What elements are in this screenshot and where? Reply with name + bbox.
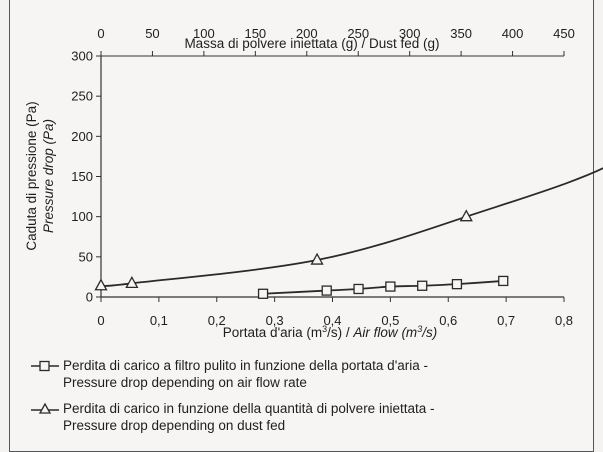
triangle-data-point (310, 252, 324, 265)
legend-text-line2: Pressure drop depending on air flow rate (63, 375, 307, 390)
top-tick-label: 250 (347, 26, 369, 41)
top-tick-label: 450 (553, 26, 575, 41)
square-data-point (257, 288, 269, 299)
y-axis-ticks: 0 50 100 150 200 250 300 (71, 49, 101, 305)
top-tick-label: 150 (244, 26, 266, 41)
triangle-data-point (94, 278, 108, 291)
square-data-point (451, 278, 463, 290)
y-tick-label: 50 (79, 249, 93, 264)
bottom-tick-label: 0,6 (439, 313, 457, 328)
triangle-marker-icon (31, 402, 59, 414)
bottom-tick-label: 0,4 (323, 313, 341, 328)
bottom-tick-label: 0,7 (497, 313, 515, 328)
legend-item-dust-fed: Perdita di carico in funzione della quan… (31, 400, 434, 434)
triangle-data-point (125, 275, 139, 288)
bottom-tick-label: 0 (97, 313, 104, 328)
bottom-axis-label: Portata d'aria (m3/s) / Air flow (m3/s) (223, 324, 437, 340)
chart-frame (9, 0, 594, 452)
square-data-point (321, 285, 332, 296)
top-axis-label: Massa di polvere iniettata (g) / Dust fe… (184, 36, 439, 51)
y-tick-label: 100 (71, 209, 93, 224)
bottom-tick-label: 0,3 (266, 313, 284, 328)
y-tick-label: 150 (71, 169, 93, 184)
top-tick-label: 100 (193, 26, 215, 41)
bottom-tick-label: 0,5 (381, 313, 399, 328)
axes (100, 55, 564, 298)
bottom-axis-ticks: 0 0,1 0,2 0,3 0,4 0,5 0,6 0,7 0,8 (97, 297, 573, 328)
square-data-point (353, 283, 364, 295)
series-layer (94, 167, 603, 299)
y-tick-label: 0 (86, 290, 93, 305)
top-tick-label: 50 (145, 26, 159, 41)
legend-item-clean-filter: Perdita di carico a filtro pulito in fun… (31, 357, 428, 391)
legend-2: Perdita di carico in funzione della quan… (31, 400, 434, 434)
legend-text-line1: Perdita di carico in funzione della quan… (63, 401, 435, 416)
y-tick-label: 300 (71, 49, 93, 64)
y-tick-label: 200 (71, 129, 93, 144)
top-tick-label: 350 (450, 26, 472, 41)
square-data-point (417, 280, 428, 291)
bottom-tick-label: 0,2 (208, 313, 226, 328)
top-axis-ticks: 0 50 100 150 200 250 300 350 400 450 (97, 26, 575, 56)
triangle-data-point (459, 209, 473, 222)
legend-text-line2: Pressure drop depending on dust fed (63, 418, 286, 433)
top-tick-label: 400 (502, 26, 524, 41)
series-line-1 (100, 167, 603, 287)
legend-text-line1: Perdita di carico a filtro pulito in fun… (63, 358, 429, 373)
bottom-tick-label: 0,8 (555, 313, 573, 328)
chart: 0 50 100 150 200 250 300 350 400 450 Massa di pol… (24, 26, 603, 340)
square-marker-icon (31, 360, 59, 372)
legend: Perdita di carico a filtro pulito in fun… (31, 357, 428, 391)
square-data-point (498, 275, 509, 287)
y-tick-label: 250 (71, 89, 93, 104)
y-axis-label: Caduta di pressione (Pa) (24, 101, 39, 250)
top-tick-label: 300 (399, 26, 421, 41)
bottom-tick-label: 0,1 (150, 313, 168, 328)
top-tick-label: 200 (296, 26, 318, 41)
y-axis-label-en: Pressure drop (Pa) (41, 119, 56, 233)
top-tick-label: 0 (97, 26, 104, 41)
square-data-point (385, 281, 396, 292)
series-line-0 (263, 280, 504, 295)
